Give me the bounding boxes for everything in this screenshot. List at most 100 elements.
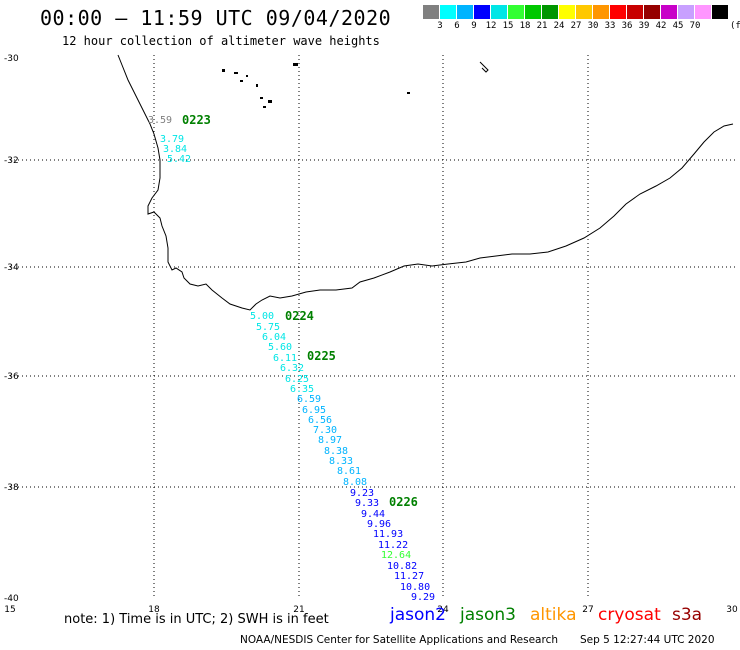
legend-label: 3 [437, 21, 443, 31]
legend-label: 15 [502, 21, 514, 31]
legend-label: 33 [604, 21, 616, 31]
legend-label: 45 [672, 21, 684, 31]
legend-unit: (ft) [730, 21, 740, 31]
lon-tick-label: 18 [148, 605, 160, 615]
wave-height-labels: 3.59 3.793.845.42 5.005.756.045.606.116.32… [148, 115, 435, 603]
lat-tick-label: -30 [4, 54, 19, 64]
wave-height-label: 12.64 [381, 550, 411, 561]
coastline [117, 54, 734, 311]
credit-timestamp: Sep 5 12:27:44 UTC 2020 [580, 634, 715, 646]
legend-swatch [712, 5, 728, 19]
island [260, 97, 263, 99]
sat-s3a: s3a [672, 605, 703, 625]
island [234, 72, 238, 74]
page-title: 00:00 – 11:59 UTC 09/04/2020 [40, 6, 392, 30]
island [263, 106, 266, 108]
wave-height-label: 8.61 [337, 466, 361, 477]
wave-height-label: 3.84 [163, 144, 187, 155]
islands [222, 61, 489, 108]
legend-swatch [508, 5, 524, 19]
wave-height-label: 3.59 [148, 115, 172, 126]
legend-swatch [525, 5, 541, 19]
wave-height-label: 6.25 [285, 374, 309, 385]
obs-time-label: 0226 [389, 495, 418, 509]
legend-label: 27 [570, 21, 582, 31]
legend-swatch [423, 5, 439, 19]
legend-label: 18 [519, 21, 531, 31]
island [268, 100, 272, 103]
legend-label: 12 [485, 21, 497, 31]
legend-swatch [593, 5, 609, 19]
wave-height-label: 11.27 [394, 571, 424, 582]
sat-altika: altika [530, 605, 577, 625]
legend-swatches [423, 5, 729, 19]
wave-height-label: 6.04 [262, 332, 286, 343]
legend-swatch [644, 5, 660, 19]
wave-height-label: 5.00 [250, 311, 274, 322]
legend-swatch [474, 5, 490, 19]
wave-height-label: 6.59 [297, 394, 321, 405]
wave-height-label: 5.75 [256, 322, 280, 333]
obs-time-label: 0225 [307, 349, 336, 363]
wave-height-label: 8.97 [318, 435, 342, 446]
wave-height-label: 11.22 [378, 540, 408, 551]
wave-height-label: 10.82 [387, 561, 417, 572]
island [293, 63, 298, 66]
wave-height-label: 9.29 [411, 592, 435, 603]
legend-swatch [576, 5, 592, 19]
wave-height-label: 6.95 [302, 405, 326, 416]
legend-swatch [542, 5, 558, 19]
page-subtitle: 12 hour collection of altimeter wave hei… [62, 34, 380, 48]
wave-height-label: 9.96 [367, 519, 391, 530]
sat-cryosat: cryosat [598, 605, 661, 625]
legend-label: 6 [454, 21, 460, 31]
legend-swatch [457, 5, 473, 19]
lon-tick-label: 30 [726, 605, 738, 615]
lon-tick-label: 21 [293, 605, 304, 615]
coastline-path [117, 54, 734, 311]
island [256, 84, 258, 87]
wave-height-label: 5.60 [268, 342, 292, 353]
wave-height-label: 11.93 [373, 529, 403, 540]
legend-label: 21 [536, 21, 548, 31]
island [479, 61, 489, 73]
wave-height-label: 6.35 [290, 384, 314, 395]
legend-swatch [610, 5, 626, 19]
wave-height-label: 7.30 [313, 425, 337, 436]
lon-tick-label: 27 [582, 605, 593, 615]
legend-swatch [678, 5, 694, 19]
sat-jason3: jason3 [460, 605, 516, 625]
lat-tick-label: -36 [4, 372, 19, 382]
legend-label: 42 [655, 21, 667, 31]
wave-height-label: 9.33 [355, 498, 379, 509]
lat-tick-label: -34 [4, 263, 19, 273]
island [240, 80, 243, 82]
legend-swatch [559, 5, 575, 19]
wave-height-label: 10.80 [400, 582, 430, 593]
legend-label: 39 [638, 21, 650, 31]
lat-lon-grid [10, 55, 735, 598]
wave-height-label: 9.44 [361, 509, 385, 520]
legend-swatch [440, 5, 456, 19]
lon-tick-label: 24 [437, 605, 449, 615]
legend-label: 9 [471, 21, 477, 31]
legend-swatch [491, 5, 507, 19]
footer-note: note: 1) Time is in UTC; 2) SWH is in fe… [64, 612, 329, 627]
wave-height-label: 8.38 [324, 446, 348, 457]
wave-height-label: 8.33 [329, 456, 353, 467]
wave-height-label: 6.11 [273, 353, 297, 364]
wave-height-label: 3.79 [160, 134, 184, 145]
credit-text: NOAA/NESDIS Center for Satellite Applica… [240, 634, 558, 646]
legend-label: 24 [553, 21, 565, 31]
legend-label: 70 [689, 21, 701, 31]
legend-swatch [661, 5, 677, 19]
legend-swatch [627, 5, 643, 19]
legend-swatch [695, 5, 711, 19]
island [407, 92, 410, 94]
observation-times: 0223 0224 0225 0226 [182, 113, 418, 509]
lat-tick-label: -32 [4, 156, 19, 166]
legend-label: 30 [587, 21, 599, 31]
